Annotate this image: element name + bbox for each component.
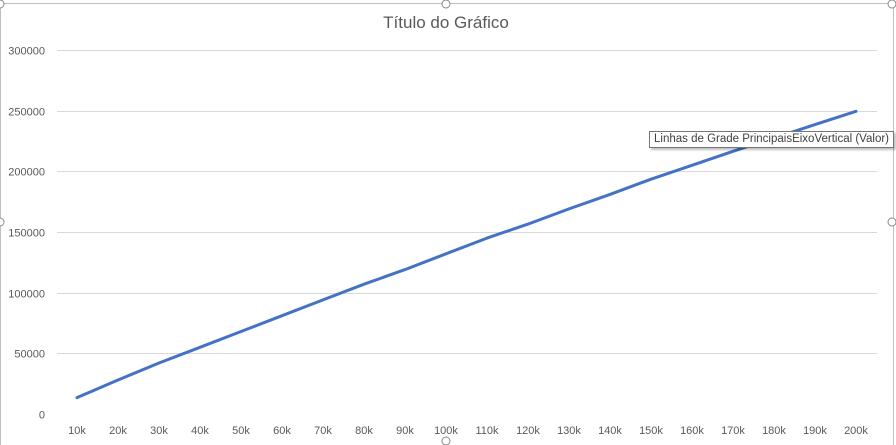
y-tick-label: 250000 (8, 107, 45, 119)
series-line[interactable] (75, 109, 858, 400)
x-tick-label: 30k (150, 425, 168, 437)
y-tick-label: 50000 (14, 349, 45, 361)
y-axis[interactable]: 0 50000 100000 150000 200000 250000 300000 (8, 46, 45, 422)
chart-title[interactable]: Título do Gráfico (383, 13, 509, 32)
resize-handle[interactable] (887, 217, 896, 227)
x-tick-label: 110k (475, 425, 499, 437)
gridlines[interactable] (57, 50, 877, 354)
x-tick-label: 160k (680, 425, 704, 437)
x-tick-label: 120k (516, 425, 540, 437)
y-tick-label: 0 (39, 410, 45, 422)
y-tick-label: 300000 (8, 46, 45, 58)
x-tick-label: 40k (191, 425, 209, 437)
x-tick-label: 180k (762, 425, 786, 437)
y-tick-label: 200000 (8, 167, 45, 179)
x-tick-label: 130k (557, 425, 581, 437)
x-tick-label: 80k (355, 425, 373, 437)
resize-handle[interactable] (0, 217, 5, 227)
x-tick-label: 20k (109, 425, 127, 437)
chart-border (0, 3, 894, 445)
x-tick-label: 90k (396, 425, 414, 437)
x-tick-label: 70k (314, 425, 332, 437)
resize-handle[interactable] (441, 436, 451, 445)
x-tick-label: 60k (273, 425, 291, 437)
x-tick-label: 190k (803, 425, 827, 437)
gridline-tooltip: Linhas de Grade PrincipaisEixoVertical (… (649, 131, 895, 148)
resize-handle[interactable] (441, 0, 451, 9)
x-tick-label: 170k (721, 425, 745, 437)
resize-handle[interactable] (0, 0, 5, 9)
series-layer[interactable] (75, 109, 858, 400)
x-tick-label: 50k (232, 425, 250, 437)
x-tick-label: 200k (844, 425, 868, 437)
x-axis[interactable]: 10k 20k 30k 40k 50k 60k 70k 80k 90k 100k 110k 120k 1… (68, 425, 868, 437)
x-tick-label: 150k (639, 425, 663, 437)
x-tick-label: 140k (598, 425, 622, 437)
y-tick-label: 150000 (8, 228, 45, 240)
x-tick-label: 10k (68, 425, 86, 437)
resize-handle[interactable] (887, 0, 896, 9)
y-tick-label: 100000 (8, 289, 45, 301)
x-tick-label: 100k (434, 425, 458, 437)
